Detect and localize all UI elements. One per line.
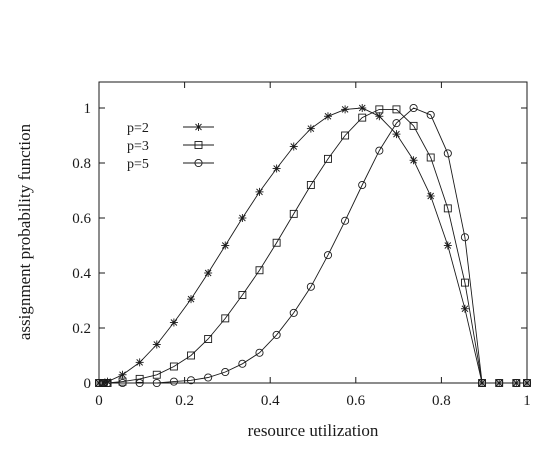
asterisk-marker — [169, 318, 178, 327]
circle-marker — [443, 149, 452, 158]
asterisk-marker — [375, 112, 384, 121]
x-tick-label: 0.2 — [175, 393, 194, 409]
circle-marker — [306, 282, 315, 291]
series-layer — [94, 103, 532, 388]
asterisk-marker — [204, 269, 213, 277]
circle-marker — [272, 330, 281, 339]
plot-frame — [98, 81, 528, 384]
x-axis-title: resource utilization — [248, 421, 379, 440]
circle-marker — [135, 378, 144, 388]
y-tick-label: 0.4 — [72, 266, 91, 282]
circle-marker — [358, 180, 367, 190]
square-marker — [204, 335, 213, 343]
square-marker — [443, 204, 452, 213]
square-marker — [324, 154, 332, 163]
asterisk-marker — [118, 370, 127, 379]
circle-marker — [103, 378, 112, 388]
circle-marker — [460, 233, 469, 242]
legend-circle-marker — [194, 158, 203, 168]
asterisk-marker — [135, 358, 144, 367]
square-marker — [392, 105, 401, 114]
square-marker — [426, 153, 435, 162]
asterisk-marker — [392, 130, 401, 139]
circle-marker — [512, 378, 521, 388]
asterisk-marker — [152, 340, 161, 349]
legend-label: p=5 — [127, 157, 149, 172]
circle-marker — [289, 308, 298, 317]
x-tick-label: 0.8 — [432, 393, 451, 409]
circle-marker — [186, 376, 196, 385]
asterisk-marker — [323, 112, 332, 121]
y-tick-label: 1 — [84, 101, 92, 117]
x-tick-label: 0 — [95, 393, 103, 409]
asterisk-marker — [187, 295, 196, 304]
square-marker — [460, 278, 469, 287]
circle-marker — [118, 378, 127, 388]
square-marker — [255, 266, 264, 275]
circle-marker — [99, 378, 108, 388]
square-marker — [221, 314, 230, 323]
square-marker — [169, 362, 178, 371]
asterisk-marker — [103, 377, 112, 386]
series-line — [99, 108, 527, 384]
y-tick-label: 0.2 — [72, 321, 91, 337]
legend-square-marker — [194, 141, 203, 149]
asterisk-marker — [306, 124, 315, 133]
square-marker — [409, 121, 418, 130]
circle-marker — [238, 359, 247, 368]
square-marker — [289, 209, 298, 218]
circle-marker — [152, 378, 161, 388]
circle-marker — [522, 378, 532, 388]
asterisk-marker — [238, 214, 247, 222]
legend: p=2 p=3 p=5 — [127, 121, 214, 172]
series-3 — [94, 103, 532, 388]
legend-label: p=2 — [127, 121, 149, 136]
circle-marker — [478, 378, 487, 388]
asterisk-marker — [289, 142, 298, 151]
circle-marker — [169, 377, 178, 386]
circle-marker — [392, 119, 401, 128]
square-marker — [306, 181, 315, 189]
circle-marker — [204, 373, 213, 382]
asterisk-marker — [341, 105, 350, 114]
circle-marker — [94, 378, 104, 388]
legend-asterisk-marker — [194, 123, 203, 131]
circle-marker — [495, 378, 504, 388]
circle-marker — [409, 103, 418, 113]
circle-marker — [221, 367, 230, 377]
square-marker — [375, 105, 384, 114]
x-tick-label: 0.4 — [261, 393, 280, 409]
tick-labels: 0 0.2 0.4 0.6 0.8 1 0 0.2 0.4 0.6 0.8 1 — [72, 101, 531, 409]
square-marker — [152, 370, 161, 379]
y-axis-title: assignment probability function — [15, 123, 34, 340]
series-line — [99, 107, 527, 384]
asterisk-marker — [255, 187, 264, 196]
asterisk-marker — [409, 156, 418, 165]
y-tick-label: 0.8 — [72, 156, 91, 172]
asterisk-marker — [443, 241, 452, 250]
asterisk-marker — [221, 241, 230, 250]
x-tick-label: 0.6 — [346, 393, 365, 409]
square-marker — [238, 291, 247, 299]
circle-marker — [375, 146, 384, 155]
x-tick-label: 1 — [523, 393, 531, 409]
y-tick-label: 0 — [84, 376, 92, 392]
asterisk-marker — [272, 164, 281, 173]
circle-marker — [426, 110, 435, 119]
circle-marker — [323, 251, 333, 260]
series-line — [99, 107, 527, 384]
square-marker — [272, 238, 281, 247]
legend-label: p=3 — [127, 139, 149, 154]
circle-marker — [341, 216, 350, 225]
square-marker — [187, 351, 195, 360]
square-marker — [341, 131, 350, 140]
asterisk-marker — [426, 192, 435, 200]
square-marker — [135, 374, 144, 383]
y-tick-label: 0.6 — [72, 211, 91, 227]
circle-marker — [255, 348, 264, 357]
square-marker — [358, 113, 367, 122]
asterisk-marker — [358, 104, 367, 112]
asterisk-marker — [460, 304, 469, 313]
